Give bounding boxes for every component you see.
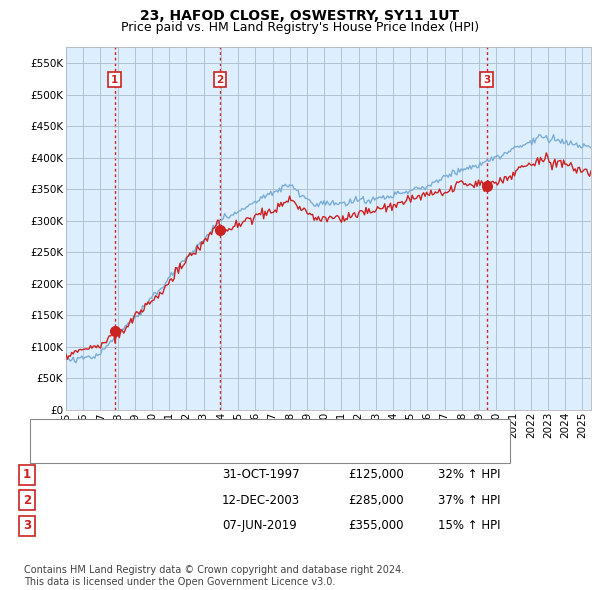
Text: 07-JUN-2019: 07-JUN-2019 [222, 519, 297, 532]
Text: ———: ——— [44, 425, 77, 435]
Text: ———  23, HAFOD CLOSE, OSWESTRY, SY11 1UT (detached house): ——— 23, HAFOD CLOSE, OSWESTRY, SY11 1UT … [48, 425, 420, 435]
Text: 32% ↑ HPI: 32% ↑ HPI [438, 468, 500, 481]
Text: ———  HPI: Average price, detached house, Shropshire: ——— HPI: Average price, detached house, … [48, 447, 355, 457]
Text: Price paid vs. HM Land Registry's House Price Index (HPI): Price paid vs. HM Land Registry's House … [121, 21, 479, 34]
Text: £285,000: £285,000 [348, 494, 404, 507]
Text: 1: 1 [111, 75, 118, 85]
Text: 12-DEC-2003: 12-DEC-2003 [222, 494, 300, 507]
Text: 15% ↑ HPI: 15% ↑ HPI [438, 519, 500, 532]
Text: £355,000: £355,000 [348, 519, 404, 532]
Text: 1: 1 [23, 468, 31, 481]
Text: 2: 2 [217, 75, 224, 85]
Text: Contains HM Land Registry data © Crown copyright and database right 2024.
This d: Contains HM Land Registry data © Crown c… [24, 565, 404, 587]
Text: 23, HAFOD CLOSE, OSWESTRY, SY11 1UT (detached house): 23, HAFOD CLOSE, OSWESTRY, SY11 1UT (det… [69, 425, 400, 435]
Text: 31-OCT-1997: 31-OCT-1997 [222, 468, 299, 481]
Text: 37% ↑ HPI: 37% ↑ HPI [438, 494, 500, 507]
Text: 2: 2 [23, 494, 31, 507]
Text: ———: ——— [44, 447, 77, 457]
Text: HPI: Average price, detached house, Shropshire: HPI: Average price, detached house, Shro… [69, 447, 335, 457]
Text: 3: 3 [23, 519, 31, 532]
Text: 3: 3 [483, 75, 490, 85]
Text: 23, HAFOD CLOSE, OSWESTRY, SY11 1UT: 23, HAFOD CLOSE, OSWESTRY, SY11 1UT [140, 9, 460, 23]
Text: £125,000: £125,000 [348, 468, 404, 481]
